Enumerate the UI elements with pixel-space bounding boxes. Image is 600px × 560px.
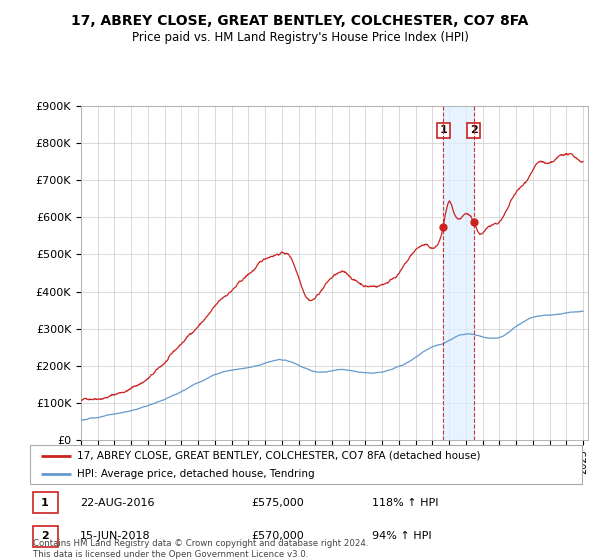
- Bar: [443, 106, 473, 440]
- Text: Contains HM Land Registry data © Crown copyright and database right 2024.
This d: Contains HM Land Registry data © Crown c…: [33, 539, 368, 559]
- Text: £575,000: £575,000: [251, 498, 304, 507]
- Text: 17, ABREY CLOSE, GREAT BENTLEY, COLCHESTER, CO7 8FA: 17, ABREY CLOSE, GREAT BENTLEY, COLCHEST…: [71, 14, 529, 28]
- Text: 1: 1: [41, 498, 49, 507]
- Text: Price paid vs. HM Land Registry's House Price Index (HPI): Price paid vs. HM Land Registry's House …: [131, 31, 469, 44]
- Text: 118% ↑ HPI: 118% ↑ HPI: [372, 498, 439, 507]
- Text: 2: 2: [41, 531, 49, 541]
- FancyBboxPatch shape: [33, 492, 58, 513]
- Text: 15-JUN-2018: 15-JUN-2018: [80, 531, 151, 541]
- Text: 94% ↑ HPI: 94% ↑ HPI: [372, 531, 432, 541]
- Text: 17, ABREY CLOSE, GREAT BENTLEY, COLCHESTER, CO7 8FA (detached house): 17, ABREY CLOSE, GREAT BENTLEY, COLCHEST…: [77, 451, 481, 461]
- Text: 1: 1: [439, 125, 447, 136]
- Text: 2: 2: [470, 125, 478, 136]
- Text: 22-AUG-2016: 22-AUG-2016: [80, 498, 154, 507]
- Text: HPI: Average price, detached house, Tendring: HPI: Average price, detached house, Tend…: [77, 469, 314, 479]
- Text: £570,000: £570,000: [251, 531, 304, 541]
- FancyBboxPatch shape: [33, 526, 58, 547]
